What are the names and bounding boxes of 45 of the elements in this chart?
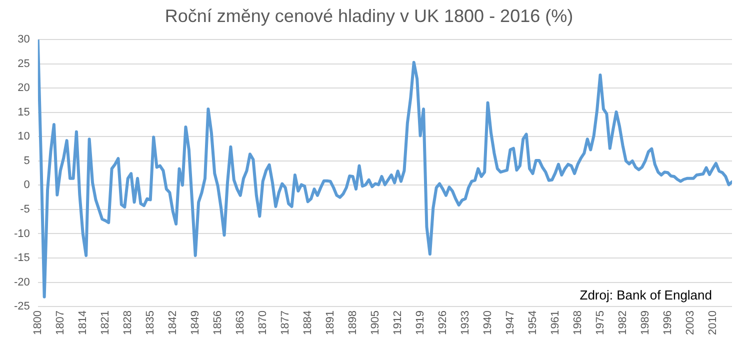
y-tick-label: 0 [24, 179, 30, 192]
y-tick-label: -5 [20, 203, 30, 216]
y-tick-label: 30 [18, 34, 30, 46]
y-tick-label: -20 [14, 276, 30, 288]
x-tick-label: 1814 [76, 310, 89, 336]
x-tick-label: 1961 [549, 310, 562, 336]
x-tick-label: 1870 [256, 310, 269, 336]
y-tick-label: 25 [18, 58, 30, 70]
x-tick-label: 1877 [279, 310, 292, 336]
x-tick-label: 1835 [144, 310, 156, 336]
y-tick-label: -25 [14, 300, 30, 313]
x-tick-label: 1989 [639, 310, 652, 336]
y-tick-label: -15 [14, 252, 30, 264]
annotation: Zdroj: Bank of England [580, 288, 712, 303]
x-tick-label: 1975 [594, 310, 606, 336]
x-tick-label: 2010 [706, 310, 719, 336]
y-tick-label: 5 [24, 154, 30, 167]
y-tick-label: 15 [18, 106, 30, 118]
x-tick-label: 1856 [212, 310, 224, 336]
chart-title: Roční změny cenové hladiny v UK 1800 - 2016 (%) [164, 6, 574, 26]
x-tick-label: 1807 [54, 310, 66, 336]
x-tick-label: 1933 [459, 310, 472, 336]
x-tick-label: 1800 [32, 310, 44, 336]
y-tick-label: 10 [18, 130, 30, 143]
x-tick-label: 1940 [482, 310, 494, 336]
x-tick-label: 2003 [684, 310, 696, 336]
x-tick-label: 1996 [662, 310, 674, 336]
x-tick-label: 1849 [189, 310, 202, 336]
x-tick-label: 1947 [504, 310, 516, 336]
x-tick-label: 1968 [572, 310, 584, 336]
x-tick-label: 1828 [122, 310, 134, 336]
x-tick-label: 1898 [346, 310, 359, 336]
x-tick-label: 1863 [234, 310, 246, 336]
x-tick-label: 1821 [99, 310, 112, 336]
y-tick-label: -10 [14, 228, 30, 240]
y-tick-label: 20 [18, 82, 30, 94]
x-tick-label: 1912 [392, 310, 404, 336]
x-tick-label: 1884 [302, 310, 314, 336]
x-tick-label: 1891 [324, 310, 336, 336]
x-tick-label: 1919 [414, 310, 426, 336]
x-tick-label: 1982 [616, 310, 629, 336]
x-tick-label: 1954 [526, 310, 539, 336]
x-tick-label: 1926 [436, 310, 449, 336]
x-tick-label: 1842 [166, 310, 179, 336]
x-tick-label: 1905 [369, 310, 382, 336]
